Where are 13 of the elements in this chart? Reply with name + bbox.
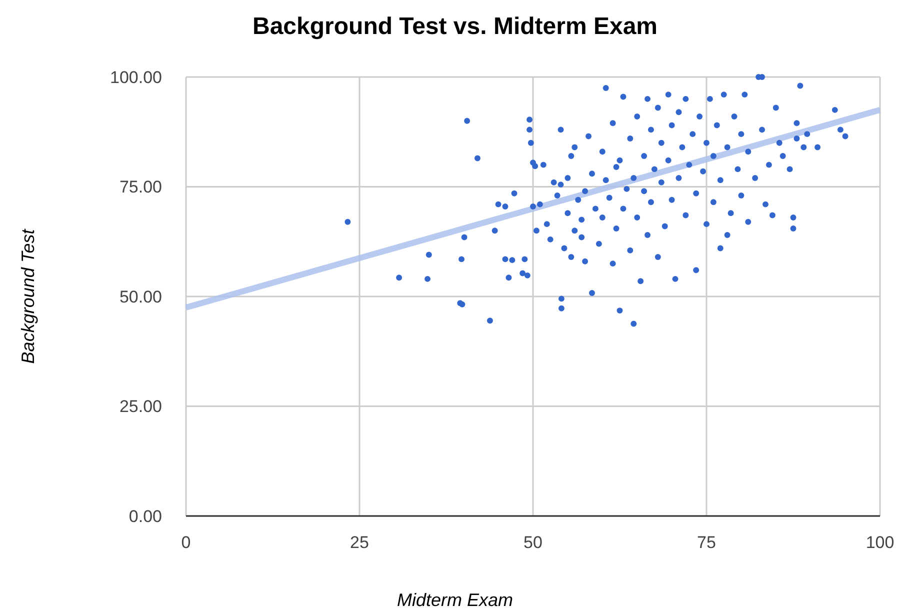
y-tick-label: 100.00 [110,68,162,87]
y-tick-label: 50.00 [119,287,162,306]
chart-title: Background Test vs. Midterm Exam [252,13,658,40]
x-tick-label: 100 [866,533,894,552]
y-tick-label: 0.00 [128,506,162,526]
x-tick-label: 75 [697,533,716,552]
x-tick-label: 0 [181,533,191,552]
x-tick-label: 50 [524,533,542,552]
y-axis-title: Background Test [18,228,38,364]
y-tick-label: 75.00 [119,178,162,197]
x-axis-title: Midterm Exam [396,590,514,610]
x-tick-label: 25 [350,533,369,552]
y-tick-label: 25.00 [119,397,162,416]
